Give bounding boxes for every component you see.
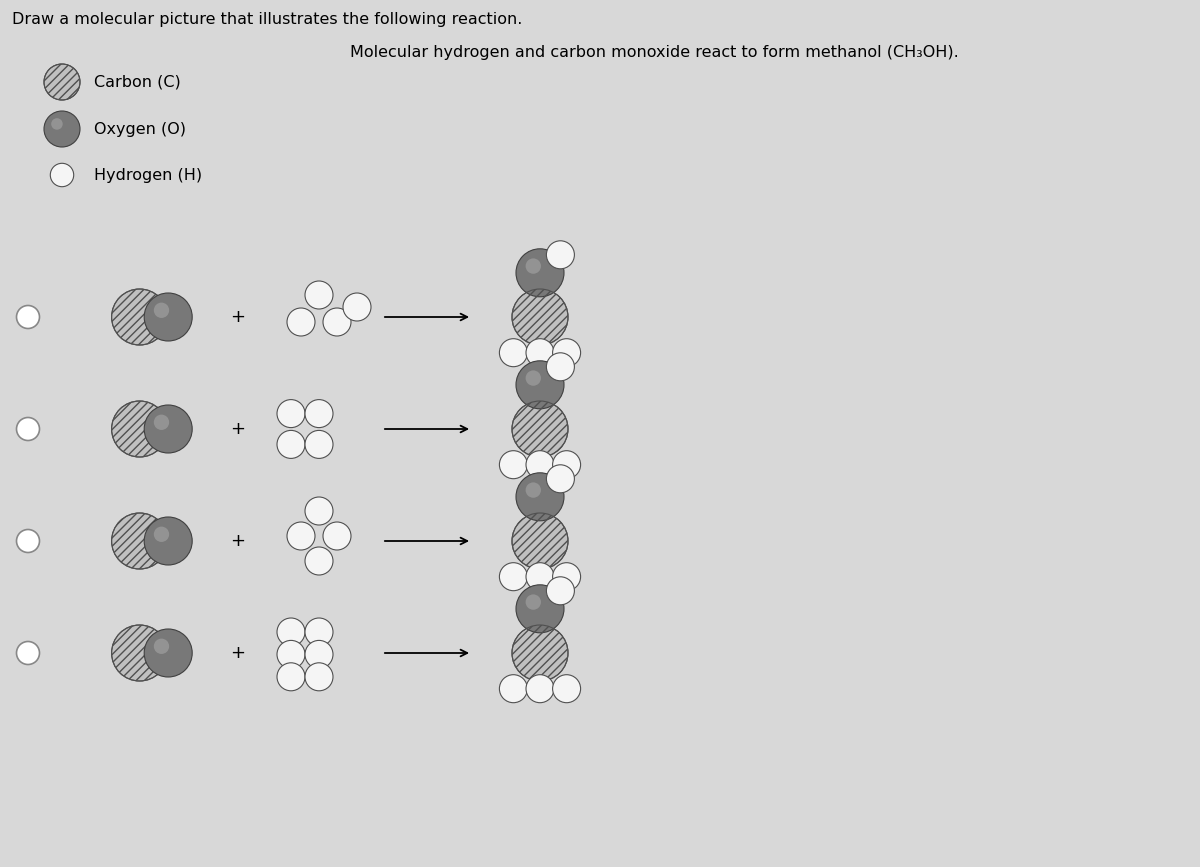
Circle shape [112, 513, 168, 569]
Circle shape [552, 675, 581, 702]
Circle shape [526, 482, 541, 498]
Circle shape [50, 163, 73, 186]
Circle shape [552, 451, 581, 479]
Circle shape [112, 401, 168, 457]
Circle shape [154, 526, 169, 542]
Circle shape [44, 64, 80, 100]
Circle shape [277, 641, 305, 668]
Text: Carbon (C): Carbon (C) [94, 75, 181, 89]
Circle shape [323, 522, 350, 550]
Circle shape [17, 642, 40, 664]
Circle shape [516, 249, 564, 297]
Circle shape [526, 563, 554, 590]
Circle shape [546, 577, 575, 605]
Text: Oxygen (O): Oxygen (O) [94, 121, 186, 136]
Circle shape [512, 625, 568, 681]
Text: Draw a molecular picture that illustrates the following reaction.: Draw a molecular picture that illustrate… [12, 12, 522, 27]
Circle shape [305, 662, 334, 691]
Circle shape [305, 430, 334, 459]
Circle shape [516, 585, 564, 633]
Circle shape [154, 639, 169, 654]
Circle shape [546, 353, 575, 381]
Text: +: + [230, 532, 246, 550]
Circle shape [17, 305, 40, 329]
Circle shape [277, 400, 305, 427]
Circle shape [287, 522, 314, 550]
Text: +: + [230, 420, 246, 438]
Circle shape [512, 513, 568, 569]
Circle shape [44, 111, 80, 147]
Circle shape [526, 451, 554, 479]
Circle shape [552, 339, 581, 367]
Text: +: + [230, 308, 246, 326]
Circle shape [154, 414, 169, 430]
Circle shape [305, 641, 334, 668]
Circle shape [512, 289, 568, 345]
Circle shape [112, 625, 168, 681]
Circle shape [526, 339, 554, 367]
Text: Molecular hydrogen and carbon monoxide react to form methanol (CH₃OH).: Molecular hydrogen and carbon monoxide r… [350, 45, 959, 60]
Circle shape [144, 293, 192, 341]
Circle shape [52, 118, 62, 130]
Circle shape [305, 618, 334, 646]
Circle shape [323, 308, 350, 336]
Circle shape [305, 400, 334, 427]
Circle shape [499, 339, 528, 367]
Circle shape [277, 430, 305, 459]
Circle shape [546, 241, 575, 269]
Circle shape [499, 451, 528, 479]
Circle shape [526, 370, 541, 386]
Circle shape [499, 675, 528, 702]
Circle shape [277, 618, 305, 646]
Circle shape [305, 547, 334, 575]
Circle shape [516, 473, 564, 521]
Circle shape [305, 281, 334, 309]
Circle shape [305, 497, 334, 525]
Circle shape [144, 405, 192, 453]
Circle shape [343, 293, 371, 321]
Text: Hydrogen (H): Hydrogen (H) [94, 167, 202, 182]
Circle shape [552, 563, 581, 590]
Circle shape [526, 258, 541, 274]
Circle shape [499, 563, 528, 590]
Circle shape [154, 303, 169, 318]
Circle shape [144, 629, 192, 677]
Circle shape [144, 517, 192, 565]
Circle shape [17, 530, 40, 552]
Circle shape [526, 675, 554, 702]
Text: +: + [230, 644, 246, 662]
Circle shape [17, 418, 40, 440]
Circle shape [546, 465, 575, 492]
Circle shape [277, 662, 305, 691]
Circle shape [287, 308, 314, 336]
Circle shape [516, 361, 564, 409]
Circle shape [512, 401, 568, 457]
Circle shape [526, 595, 541, 610]
Circle shape [112, 289, 168, 345]
